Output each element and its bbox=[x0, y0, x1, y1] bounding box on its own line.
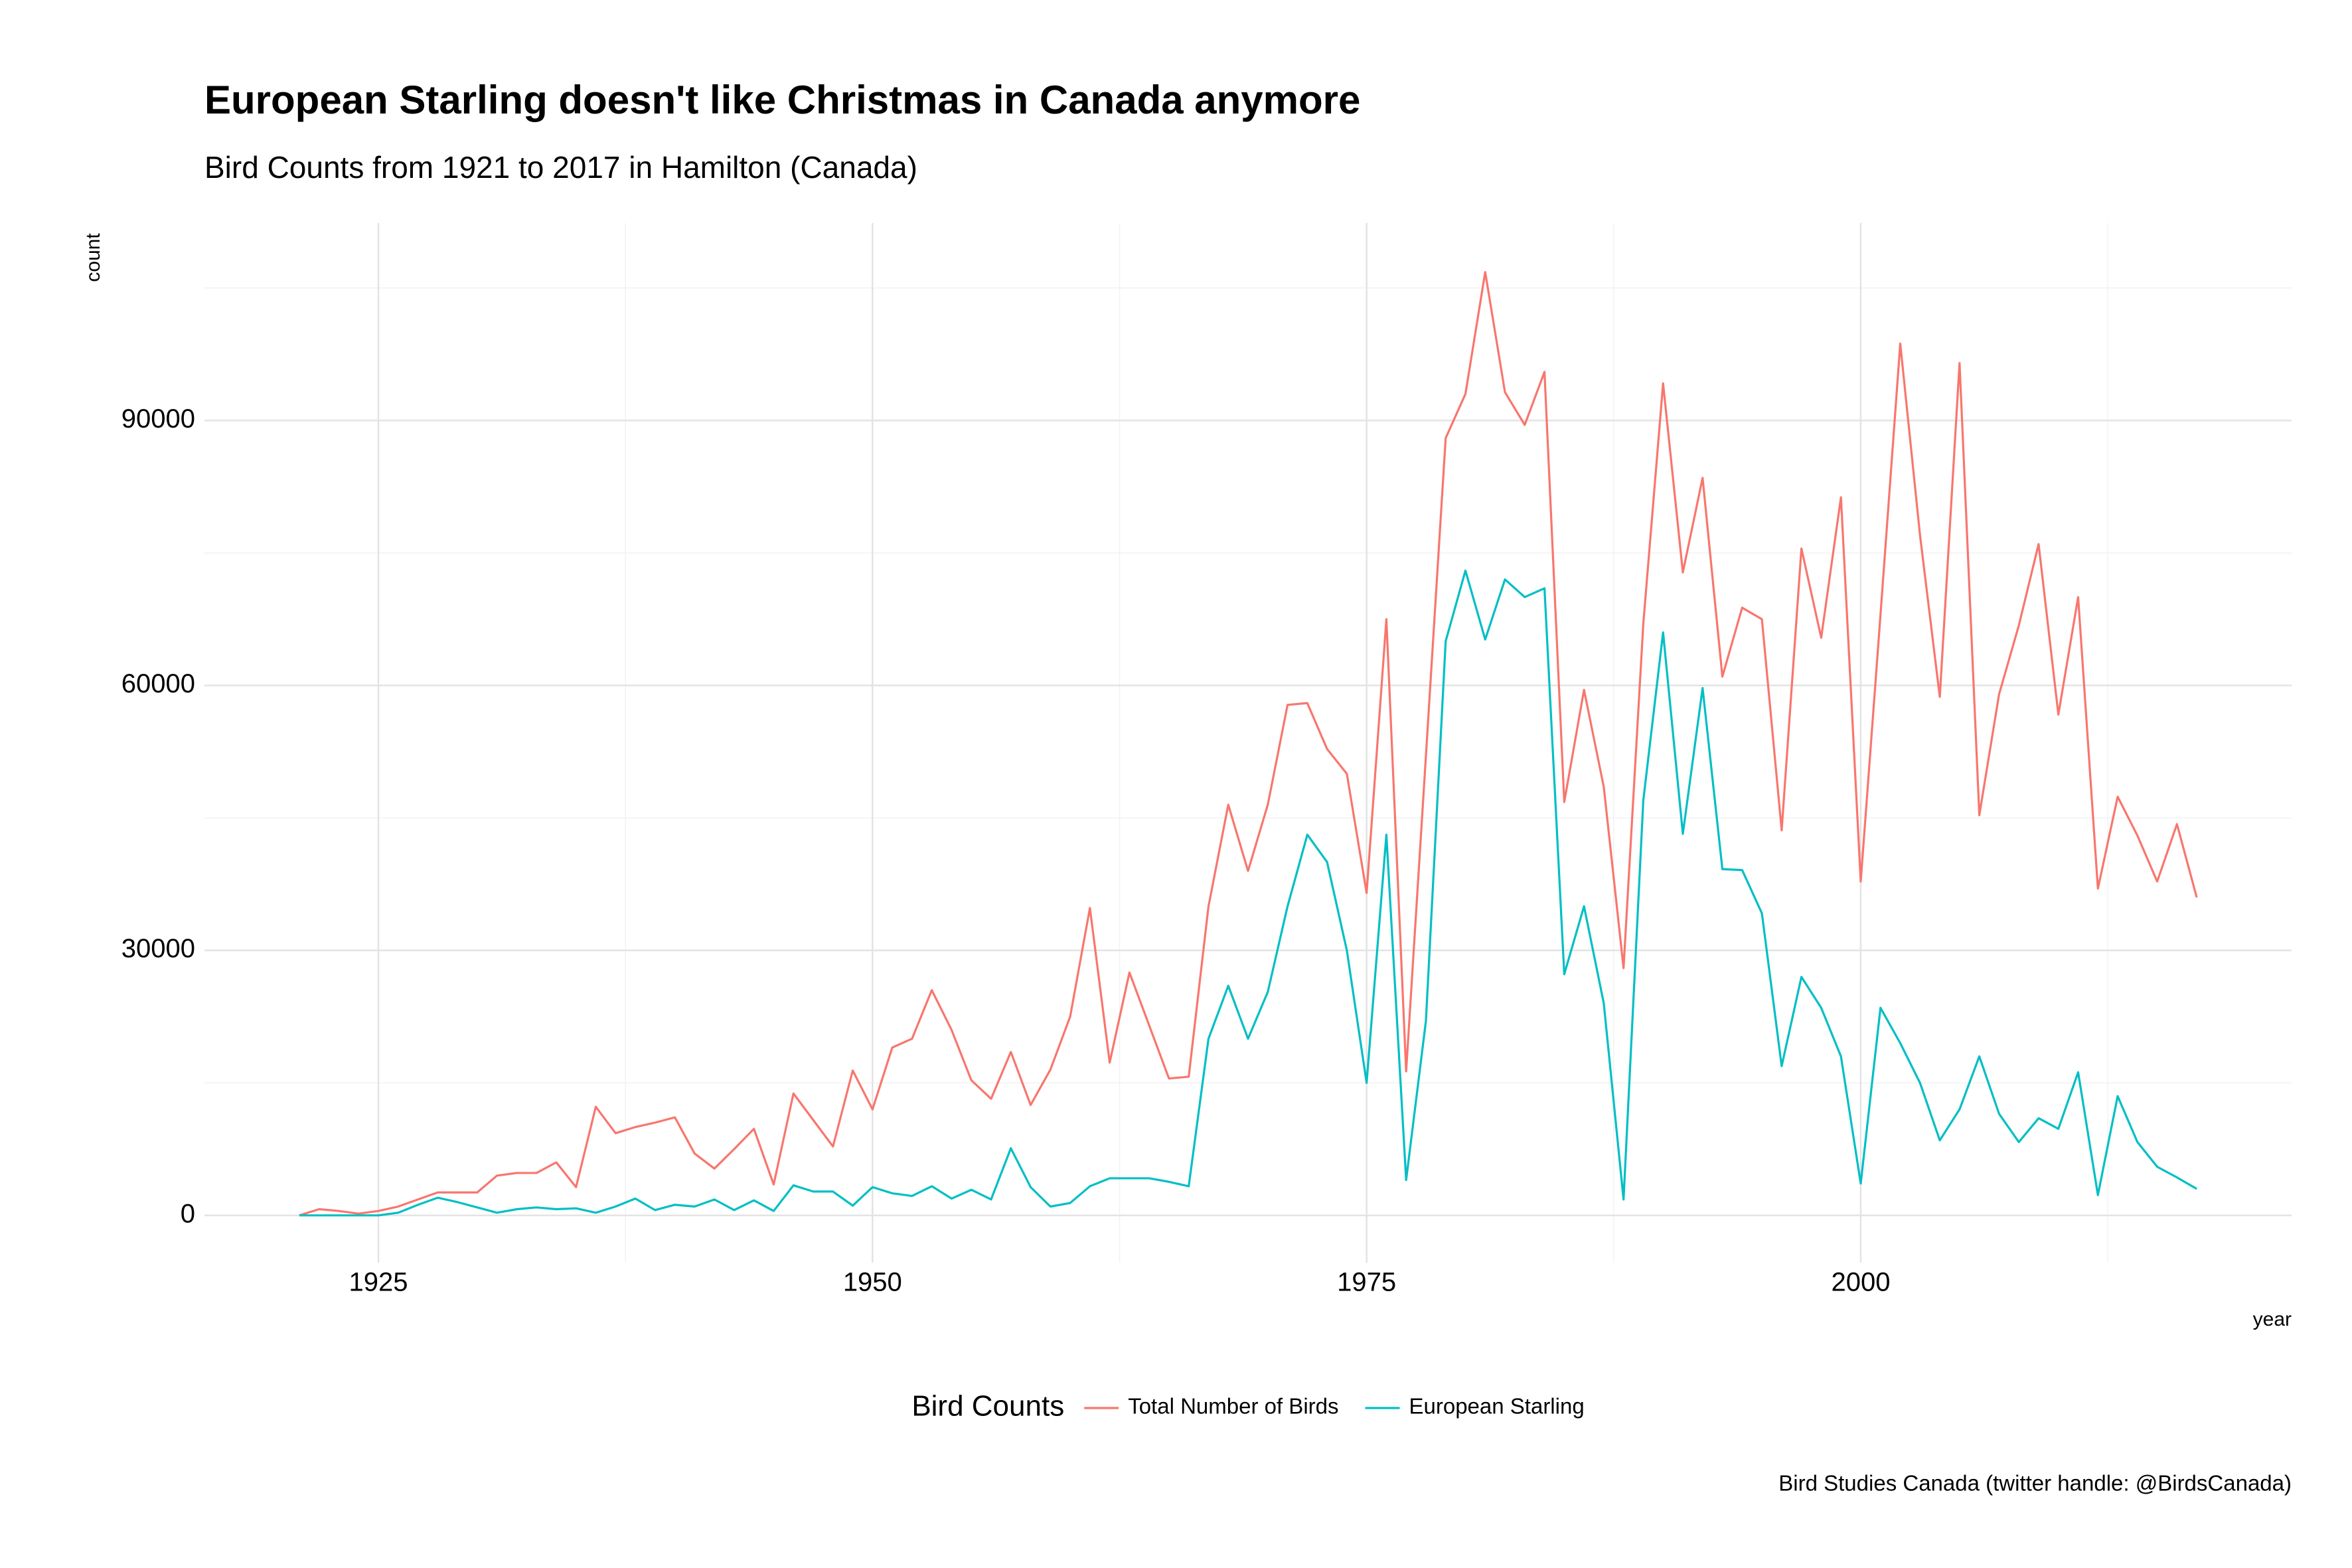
x-axis-label: year bbox=[2253, 1308, 2292, 1330]
y-axis-label: count bbox=[82, 233, 104, 282]
x-tick-label: 1950 bbox=[843, 1268, 902, 1297]
x-tick-label: 1975 bbox=[1337, 1268, 1396, 1297]
y-tick-label: 60000 bbox=[121, 669, 195, 698]
legend-label: European Starling bbox=[1409, 1394, 1585, 1419]
chart-subtitle: Bird Counts from 1921 to 2017 in Hamilto… bbox=[204, 150, 917, 185]
legend-title: Bird Counts bbox=[911, 1390, 1064, 1423]
series-line bbox=[299, 271, 2198, 1217]
x-tick-label: 2000 bbox=[1831, 1268, 1890, 1297]
legend-label: Total Number of Birds bbox=[1128, 1394, 1338, 1419]
x-tick-label: 1925 bbox=[349, 1268, 408, 1297]
caption: Bird Studies Canada (twitter handle: @Bi… bbox=[1778, 1471, 2292, 1496]
y-tick-label: 30000 bbox=[121, 934, 195, 963]
chart-title: European Starling doesn't like Christmas… bbox=[204, 78, 1360, 122]
series-line bbox=[299, 569, 2197, 1217]
y-tick-label: 90000 bbox=[121, 404, 195, 433]
y-tick-label: 0 bbox=[181, 1199, 195, 1228]
